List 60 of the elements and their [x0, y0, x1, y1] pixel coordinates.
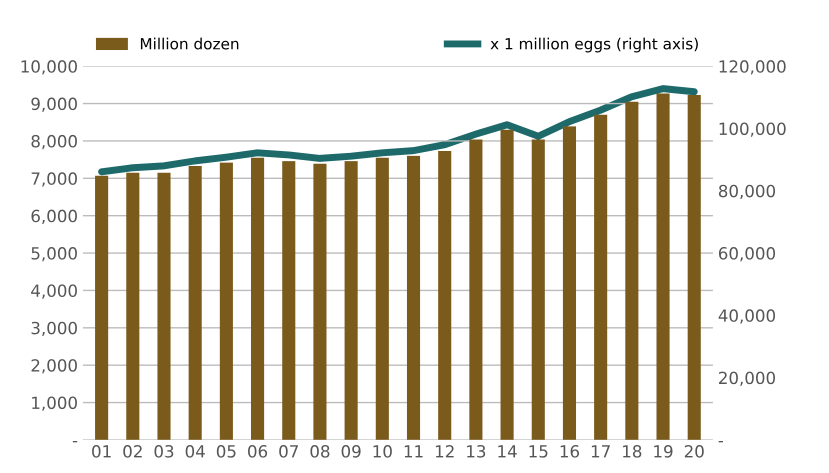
- bar: [438, 151, 452, 440]
- bar: [282, 161, 296, 440]
- y2-tick-label: 80,000: [718, 184, 776, 200]
- bar: [95, 176, 108, 440]
- bar: [532, 139, 545, 440]
- x-tick-label: 08: [310, 445, 330, 458]
- x-tick-label: 11: [404, 445, 423, 458]
- y-tick-label: 7,000: [32, 172, 77, 187]
- x-tick-label: 16: [560, 445, 580, 458]
- bar: [251, 158, 264, 440]
- bar: [625, 102, 638, 440]
- y-tick-label: 5,000: [32, 247, 77, 262]
- bar: [656, 94, 670, 440]
- y2-tick-label: 20,000: [719, 372, 776, 386]
- y2-tick-label: -: [718, 440, 723, 442]
- bar: [188, 166, 202, 440]
- bar: [562, 126, 576, 440]
- bar: [376, 158, 389, 440]
- y2-tick-label: 60,000: [718, 247, 776, 262]
- bar: [313, 164, 326, 440]
- bar: [406, 156, 420, 440]
- x-tick-label: 15: [530, 445, 548, 458]
- x-tick-label: 06: [248, 445, 268, 458]
- bar: [500, 130, 514, 440]
- y-tick-label: 6,000: [31, 210, 77, 224]
- y-tick-label: 2,000: [32, 359, 77, 374]
- x-tick-label: 14: [498, 445, 517, 458]
- y2-tick-label: 100,000: [720, 122, 786, 137]
- x-tick-label: 04: [186, 445, 205, 458]
- bar: [126, 172, 140, 440]
- y2-tick-label: 120,000: [720, 60, 786, 74]
- x-tick-label: 03: [154, 445, 174, 458]
- x-tick-label: 19: [654, 445, 672, 458]
- y2-tick-label: 40,000: [718, 309, 776, 324]
- x-tick-label: 17: [592, 445, 610, 458]
- x-tick-label: 12: [436, 445, 454, 458]
- x-tick-label: 09: [342, 445, 361, 458]
- x-tick-label: 07: [279, 445, 298, 458]
- y-tick-label: 4,000: [31, 284, 77, 299]
- y-tick-label: 8,000: [31, 134, 77, 150]
- bar: [220, 162, 233, 440]
- y-tick-label: 9,000: [31, 98, 77, 112]
- y-tick-label: 1,000: [32, 396, 77, 411]
- y-tick-label: -: [72, 440, 78, 442]
- x-tick-label: 13: [467, 445, 486, 458]
- legend-label: x 1 million eggs (right axis): [490, 38, 698, 52]
- x-tick-label: 10: [374, 445, 392, 458]
- legend-label: Million dozen: [140, 38, 238, 50]
- bar: [344, 161, 358, 440]
- x-tick-label: 18: [623, 445, 642, 458]
- bar: [594, 114, 608, 440]
- x-tick-label: 01: [92, 445, 111, 458]
- y-tick-label: 10,000: [22, 60, 77, 74]
- y-tick-label: 3,000: [32, 322, 77, 336]
- bar: [157, 172, 171, 440]
- x-tick-label: 02: [123, 445, 142, 458]
- bar: [469, 139, 482, 440]
- bar: [688, 94, 701, 440]
- x-tick-label: 05: [216, 445, 236, 458]
- x-tick-label: 20: [684, 445, 704, 458]
